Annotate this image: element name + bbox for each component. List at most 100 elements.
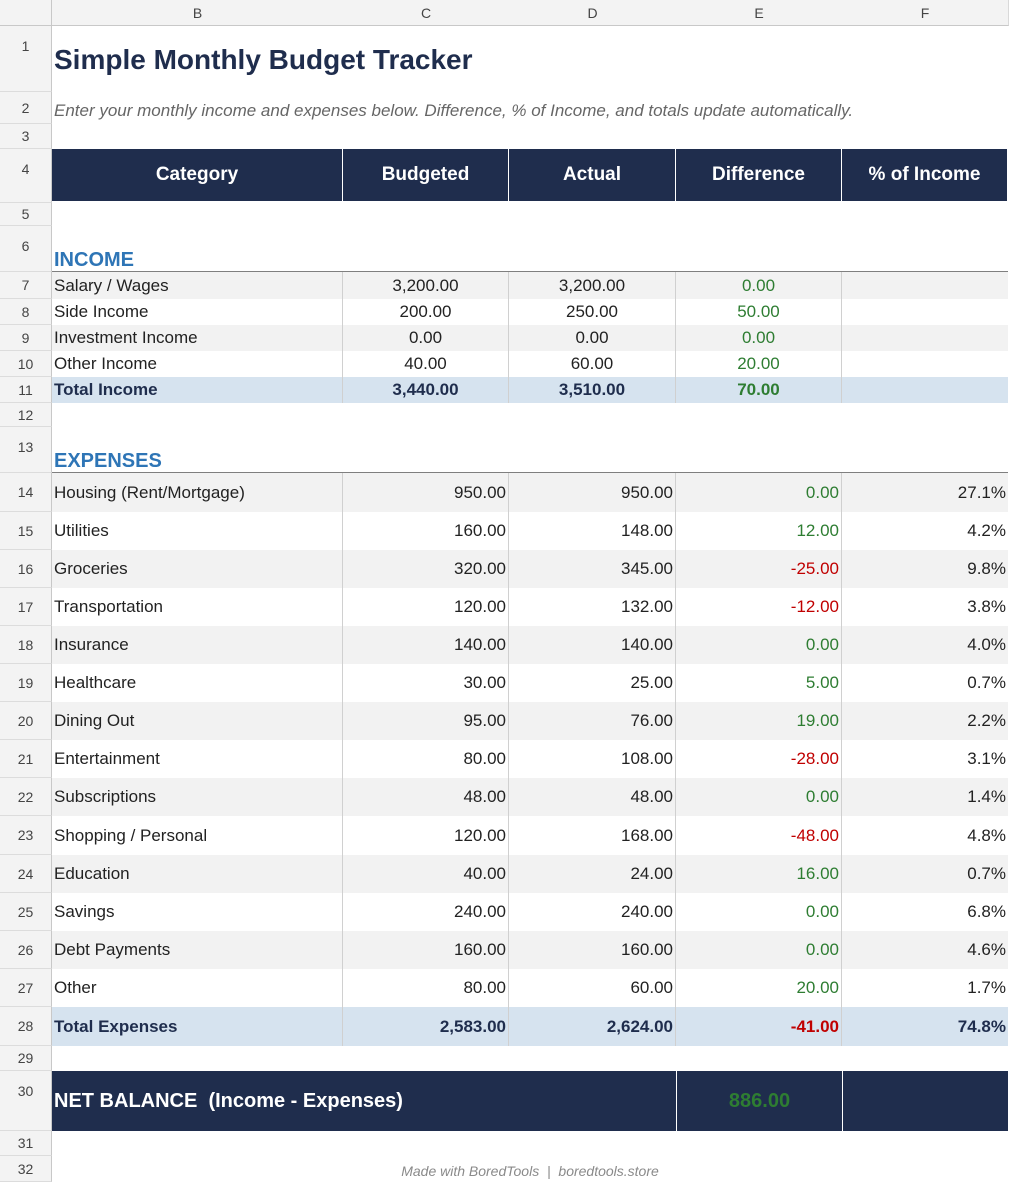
- row-header-15[interactable]: 15: [0, 512, 52, 550]
- difference-cell[interactable]: 20.00: [676, 969, 842, 1007]
- actual-cell[interactable]: 3,510.00: [509, 377, 676, 403]
- actual-cell[interactable]: 345.00: [509, 550, 676, 588]
- row-header-8[interactable]: 8: [0, 299, 52, 325]
- budgeted-cell[interactable]: 0.00: [343, 325, 509, 351]
- row-header-28[interactable]: 28: [0, 1007, 52, 1046]
- row-header-19[interactable]: 19: [0, 664, 52, 702]
- actual-cell[interactable]: 3,200.00: [509, 272, 676, 299]
- header-actual[interactable]: Actual: [509, 149, 676, 201]
- difference-cell[interactable]: -28.00: [676, 740, 842, 778]
- actual-cell[interactable]: 25.00: [509, 664, 676, 702]
- category-cell[interactable]: Dining Out: [52, 702, 343, 740]
- difference-cell[interactable]: 5.00: [676, 664, 842, 702]
- pct-of-income-cell[interactable]: 3.1%: [842, 740, 1008, 778]
- budgeted-cell[interactable]: 80.00: [343, 740, 509, 778]
- actual-cell[interactable]: 48.00: [509, 778, 676, 816]
- budgeted-cell[interactable]: 160.00: [343, 512, 509, 550]
- actual-cell[interactable]: 250.00: [509, 299, 676, 325]
- category-cell[interactable]: Other: [52, 969, 343, 1007]
- pct-of-income-cell[interactable]: 4.2%: [842, 512, 1008, 550]
- actual-cell[interactable]: 24.00: [509, 855, 676, 893]
- row-header-25[interactable]: 25: [0, 893, 52, 931]
- actual-cell[interactable]: 148.00: [509, 512, 676, 550]
- budgeted-cell[interactable]: 40.00: [343, 351, 509, 377]
- budgeted-cell[interactable]: 40.00: [343, 855, 509, 893]
- row-header-21[interactable]: 21: [0, 740, 52, 778]
- budgeted-cell[interactable]: 30.00: [343, 664, 509, 702]
- row-header-11[interactable]: 11: [0, 377, 52, 403]
- header-difference[interactable]: Difference: [676, 149, 842, 201]
- category-cell[interactable]: Other Income: [52, 351, 343, 377]
- row-header-16[interactable]: 16: [0, 550, 52, 588]
- category-cell[interactable]: Education: [52, 855, 343, 893]
- category-cell[interactable]: Savings: [52, 893, 343, 931]
- actual-cell[interactable]: 168.00: [509, 816, 676, 855]
- category-cell[interactable]: Side Income: [52, 299, 343, 325]
- budgeted-cell[interactable]: 80.00: [343, 969, 509, 1007]
- budgeted-cell[interactable]: 2,583.00: [343, 1007, 509, 1046]
- row-header-9[interactable]: 9: [0, 325, 52, 351]
- category-cell[interactable]: Entertainment: [52, 740, 343, 778]
- header-category[interactable]: Category: [52, 149, 343, 201]
- column-header-f[interactable]: F: [842, 0, 1009, 26]
- difference-cell[interactable]: 0.00: [676, 325, 842, 351]
- row-header-6[interactable]: 6: [0, 226, 52, 272]
- difference-cell[interactable]: -12.00: [676, 588, 842, 626]
- pct-of-income-cell[interactable]: 4.6%: [842, 931, 1008, 969]
- pct-of-income-cell[interactable]: [842, 351, 1008, 377]
- column-header-b[interactable]: B: [52, 0, 344, 26]
- difference-cell[interactable]: -25.00: [676, 550, 842, 588]
- row-header-30[interactable]: 30: [0, 1071, 52, 1131]
- budgeted-cell[interactable]: 120.00: [343, 816, 509, 855]
- budgeted-cell[interactable]: 240.00: [343, 893, 509, 931]
- row-header-13[interactable]: 13: [0, 427, 52, 473]
- row-header-29[interactable]: 29: [0, 1046, 52, 1071]
- column-header-e[interactable]: E: [676, 0, 843, 26]
- category-cell[interactable]: Total Expenses: [52, 1007, 343, 1046]
- budgeted-cell[interactable]: 3,440.00: [343, 377, 509, 403]
- category-cell[interactable]: Transportation: [52, 588, 343, 626]
- pct-of-income-cell[interactable]: [842, 377, 1008, 403]
- difference-cell[interactable]: 0.00: [676, 473, 842, 512]
- pct-of-income-cell[interactable]: 74.8%: [842, 1007, 1008, 1046]
- category-cell[interactable]: Shopping / Personal: [52, 816, 343, 855]
- pct-of-income-cell[interactable]: 2.2%: [842, 702, 1008, 740]
- pct-of-income-cell[interactable]: 27.1%: [842, 473, 1008, 512]
- pct-of-income-cell[interactable]: [842, 272, 1008, 299]
- row-header-2[interactable]: 2: [0, 92, 52, 124]
- pct-of-income-cell[interactable]: [842, 325, 1008, 351]
- difference-cell[interactable]: 20.00: [676, 351, 842, 377]
- row-header-27[interactable]: 27: [0, 969, 52, 1007]
- row-header-31[interactable]: 31: [0, 1131, 52, 1156]
- pct-of-income-cell[interactable]: 0.7%: [842, 664, 1008, 702]
- actual-cell[interactable]: 950.00: [509, 473, 676, 512]
- budgeted-cell[interactable]: 48.00: [343, 778, 509, 816]
- actual-cell[interactable]: 132.00: [509, 588, 676, 626]
- pct-of-income-cell[interactable]: [842, 299, 1008, 325]
- budgeted-cell[interactable]: 160.00: [343, 931, 509, 969]
- actual-cell[interactable]: 60.00: [509, 969, 676, 1007]
- pct-of-income-cell[interactable]: 3.8%: [842, 588, 1008, 626]
- row-header-3[interactable]: 3: [0, 124, 52, 149]
- pct-of-income-cell[interactable]: 1.7%: [842, 969, 1008, 1007]
- category-cell[interactable]: Utilities: [52, 512, 343, 550]
- category-cell[interactable]: Salary / Wages: [52, 272, 343, 299]
- budgeted-cell[interactable]: 950.00: [343, 473, 509, 512]
- column-header-c[interactable]: C: [343, 0, 510, 26]
- row-header-5[interactable]: 5: [0, 203, 52, 226]
- actual-cell[interactable]: 240.00: [509, 893, 676, 931]
- category-cell[interactable]: Housing (Rent/Mortgage): [52, 473, 343, 512]
- difference-cell[interactable]: -41.00: [676, 1007, 842, 1046]
- category-cell[interactable]: Insurance: [52, 626, 343, 664]
- row-header-12[interactable]: 12: [0, 403, 52, 427]
- difference-cell[interactable]: 19.00: [676, 702, 842, 740]
- pct-of-income-cell[interactable]: 4.8%: [842, 816, 1008, 855]
- difference-cell[interactable]: 70.00: [676, 377, 842, 403]
- difference-cell[interactable]: 0.00: [676, 931, 842, 969]
- budgeted-cell[interactable]: 3,200.00: [343, 272, 509, 299]
- pct-of-income-cell[interactable]: 4.0%: [842, 626, 1008, 664]
- difference-cell[interactable]: -48.00: [676, 816, 842, 855]
- row-header-24[interactable]: 24: [0, 855, 52, 893]
- difference-cell[interactable]: 0.00: [676, 778, 842, 816]
- row-header-4[interactable]: 4: [0, 149, 52, 203]
